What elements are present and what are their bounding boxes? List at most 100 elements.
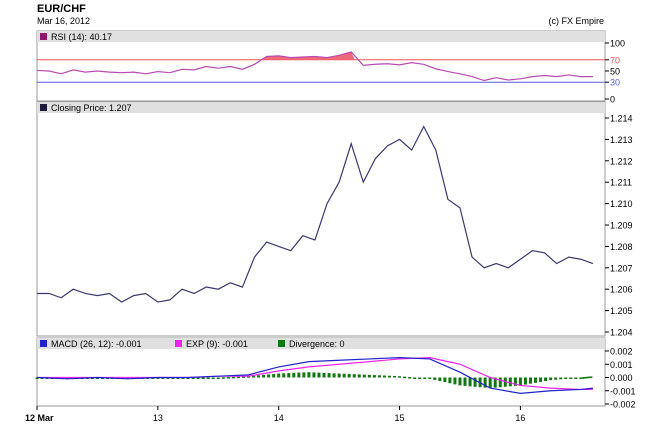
divergence-bar: [423, 377, 427, 379]
divergence-bar: [428, 377, 432, 379]
price-line: [37, 125, 594, 303]
divergence-bar: [387, 375, 391, 378]
divergence-bar: [398, 376, 402, 378]
divergence-bar: [377, 375, 381, 378]
divergence-bar: [443, 377, 447, 383]
rsi-line: [36, 51, 593, 82]
exp-legend: EXP (9): -0.001: [186, 339, 248, 349]
macd-tick-label: 0.000: [610, 373, 633, 383]
symbol-title: EUR/CHF: [37, 3, 86, 15]
divergence-bar: [544, 377, 548, 382]
divergence-bar: [413, 377, 417, 379]
divergence-bar: [357, 374, 361, 378]
price-header: [37, 102, 605, 113]
divergence-bar: [246, 376, 250, 378]
price-tick-label: 1.208: [610, 242, 633, 252]
macd-legend: MACD (26, 12): -0.001: [51, 339, 142, 349]
divergence-bar: [473, 377, 477, 387]
divergence-bar: [448, 377, 452, 384]
macd-tick-label: -0.001: [610, 386, 636, 396]
divergence-bar: [549, 377, 553, 381]
divergence-bar: [539, 377, 543, 382]
price-panel: [36, 101, 606, 337]
divergence-bar: [342, 373, 346, 378]
divergence-bar: [221, 377, 225, 379]
divergence-bar: [161, 377, 165, 379]
divergence-bar: [35, 377, 39, 379]
divergence-bar: [362, 374, 366, 378]
divergence-bar: [523, 377, 527, 385]
exp-line: [37, 357, 593, 391]
divergence-bar: [206, 377, 210, 379]
divergence-bar: [408, 377, 412, 379]
divergence-bar: [312, 372, 316, 378]
chart-date: Mar 16, 2012: [37, 16, 90, 26]
price-tick-label: 1.204: [610, 328, 633, 338]
price-tick-label: 1.214: [610, 114, 633, 124]
divergence-bar: [574, 377, 578, 379]
macd-plot: [35, 357, 593, 395]
divergence-bar: [564, 377, 568, 379]
divergence-bar: [585, 376, 589, 379]
divergence-bar: [317, 372, 321, 378]
exp-legend-swatch: [175, 340, 182, 347]
divergence-bar: [581, 377, 585, 379]
rsi-tick-label: 100: [610, 39, 625, 49]
divergence-bar: [236, 376, 240, 379]
macd-tick-label: -0.002: [610, 400, 636, 410]
divergence-bar: [458, 377, 462, 386]
rsi-legend-swatch: [40, 33, 47, 40]
macd-tick-label: 0.001: [610, 360, 633, 370]
divergence-bar: [503, 377, 507, 387]
divergence-bar: [393, 375, 397, 378]
x-tick-label: 16: [515, 413, 525, 423]
divergence-bar: [498, 377, 502, 388]
divergence-bar: [201, 377, 205, 379]
divergence-bar: [322, 372, 326, 378]
price-tick-label: 1.209: [610, 221, 633, 231]
divergence-bar: [518, 377, 522, 386]
divergence-bar: [453, 377, 457, 385]
divergence-bar: [211, 377, 215, 379]
rsi-tick-label: 0: [610, 95, 615, 105]
divergence-bar: [231, 376, 235, 379]
divergence-bar: [307, 372, 311, 378]
divergence-bar: [559, 377, 563, 380]
divergence-bar: [569, 377, 573, 379]
price-plot: [37, 125, 594, 303]
macd-tick-label: 0.002: [610, 347, 633, 357]
price-axis: 1.214 1.213 1.212 1.211 1.210 1.209 1.208 1.207…: [605, 114, 633, 338]
divergence-bar: [528, 377, 532, 384]
divergence-bar: [508, 377, 512, 387]
divergence-bar: [181, 377, 185, 379]
macd-legend-swatch: [40, 340, 47, 347]
divergence-bar: [438, 377, 442, 382]
divergence-bar: [332, 373, 336, 378]
rsi-tick-label: 70: [610, 55, 620, 65]
divergence-bar: [493, 377, 497, 388]
rsi-tick-label: 50: [610, 67, 620, 77]
price-tick-label: 1.206: [610, 285, 633, 295]
divergence-bar: [513, 377, 517, 386]
divergence-bar: [191, 377, 195, 379]
price-tick-label: 1.207: [610, 263, 633, 273]
rsi-header: [37, 31, 605, 42]
divergence-bar: [282, 373, 286, 378]
price-legend: Closing Price: 1.207: [51, 103, 132, 113]
x-tick-label: 12 Mar: [25, 413, 54, 423]
credit-text: (c) FX Empire: [548, 16, 604, 26]
divergence-bar: [186, 377, 190, 379]
divergence-bar: [589, 376, 593, 378]
rsi-panel: [36, 30, 606, 102]
divergence-bar: [241, 376, 245, 378]
divergence-bar: [327, 373, 331, 378]
divergence-bar: [372, 375, 376, 378]
price-tick-label: 1.211: [610, 178, 632, 188]
divergence-bar: [554, 377, 558, 380]
price-legend-swatch: [40, 104, 47, 111]
divergence-bar: [262, 374, 266, 378]
divergence-bar: [367, 374, 371, 378]
divergence-bar: [534, 377, 538, 383]
